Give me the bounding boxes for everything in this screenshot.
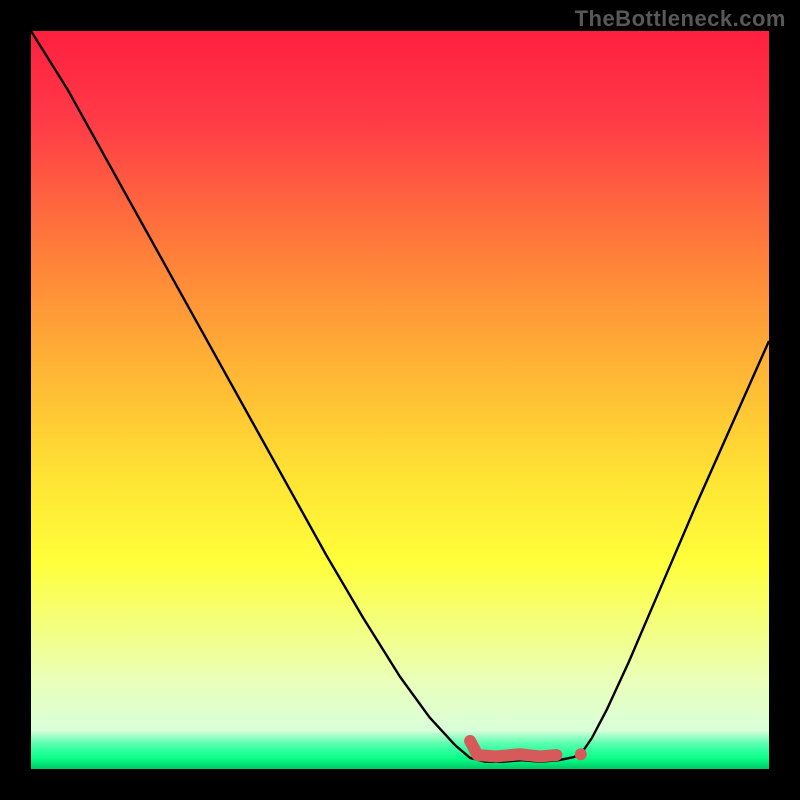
gradient-fill xyxy=(31,31,769,769)
watermark-text: TheBottleneck.com xyxy=(575,6,786,32)
plot-svg xyxy=(31,31,769,769)
chart-container: TheBottleneck.com xyxy=(0,0,800,800)
plot-area xyxy=(31,31,769,769)
